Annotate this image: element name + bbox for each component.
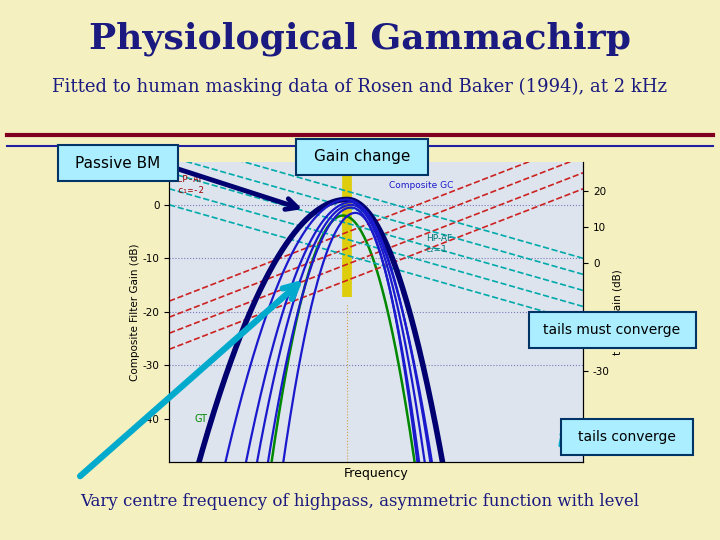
Text: HP-AF
c₂=1: HP-AF c₂=1 [426, 234, 452, 254]
Text: LP-AF
c₁=-2: LP-AF c₁=-2 [177, 176, 204, 195]
Text: Composite GC: Composite GC [389, 181, 453, 190]
Text: Physiological Gammachirp: Physiological Gammachirp [89, 22, 631, 56]
Text: Gain change: Gain change [314, 150, 410, 165]
Text: tails must converge: tails must converge [544, 323, 680, 337]
FancyBboxPatch shape [528, 312, 696, 348]
FancyBboxPatch shape [561, 419, 693, 455]
FancyBboxPatch shape [296, 139, 428, 175]
Text: tails converge: tails converge [578, 430, 676, 444]
Text: Vary centre frequency of highpass, asymmetric function with level: Vary centre frequency of highpass, asymm… [81, 493, 639, 510]
Text: Fitted to human masking data of Rosen and Baker (1994), at 2 kHz: Fitted to human masking data of Rosen an… [53, 78, 667, 96]
Y-axis label: Composite Filter Gain (dB): Composite Filter Gain (dB) [130, 243, 140, 381]
Text: Passive BM: Passive BM [76, 156, 161, 171]
Y-axis label: t Filter Gain (dB): t Filter Gain (dB) [613, 269, 623, 355]
FancyBboxPatch shape [58, 145, 178, 181]
X-axis label: Frequency: Frequency [344, 467, 408, 480]
Text: GT: GT [194, 414, 207, 424]
